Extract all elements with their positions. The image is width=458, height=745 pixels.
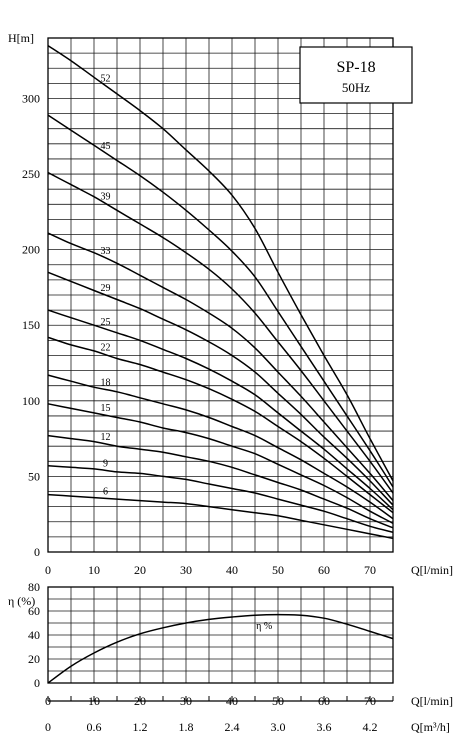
efficiency-curve-label: η % bbox=[256, 621, 272, 632]
head-curve-stage-29 bbox=[47, 271, 394, 506]
m3h-tick-label: 0 bbox=[45, 720, 51, 734]
m3h-tick-label: 3.0 bbox=[271, 720, 286, 734]
head-x-tick-label: 50 bbox=[272, 563, 284, 577]
chart-title: SP-18 bbox=[336, 59, 375, 76]
title-box-frame bbox=[299, 46, 413, 104]
head-y-tick-label: 100 bbox=[22, 394, 40, 408]
head-curve-stage-45 bbox=[47, 114, 394, 488]
head-curve-label-25: 25 bbox=[101, 317, 111, 328]
head-y-tick-label: 0 bbox=[34, 545, 40, 559]
head-x-tick-label: 30 bbox=[180, 563, 192, 577]
head-y-tick-label: 250 bbox=[22, 167, 40, 181]
head-x-tick-label: 20 bbox=[134, 563, 146, 577]
head-curve-label-9: 9 bbox=[103, 458, 108, 469]
head-curve-label-52: 52 bbox=[101, 74, 111, 85]
head-x-tick-label: 10 bbox=[88, 563, 100, 577]
head-curve-label-15: 15 bbox=[101, 403, 111, 414]
eff-y-tick-label: 0 bbox=[34, 676, 40, 690]
head-x-tick-label: 0 bbox=[45, 563, 51, 577]
head-y-axis-label: H[m] bbox=[8, 31, 34, 45]
head-y-tick-label: 50 bbox=[28, 469, 40, 483]
head-curve-stage-39 bbox=[47, 171, 394, 494]
eff-y-tick-label: 80 bbox=[28, 580, 40, 594]
m3h-tick-label: 0.6 bbox=[87, 720, 102, 734]
flow-m3h-axis: 0 0.6 1.2 1.8 2.4 3.0 3.6 4.2 Q[m³/h] bbox=[45, 696, 450, 734]
head-curve-label-6: 6 bbox=[103, 486, 108, 497]
m3h-tick-label: 1.2 bbox=[133, 720, 148, 734]
head-curve-stage-15 bbox=[47, 403, 394, 524]
head-x-tick-label: 70 bbox=[364, 563, 376, 577]
head-y-tick-label: 200 bbox=[22, 243, 40, 257]
eff-plot-frame bbox=[47, 586, 394, 684]
eff-y-tick-label: 20 bbox=[28, 652, 40, 666]
head-curve-stage-22 bbox=[47, 336, 394, 514]
m3h-tick-label: 3.6 bbox=[317, 720, 332, 734]
head-y-tick-label: 300 bbox=[22, 91, 40, 105]
eff-x-axis-label: Q[l/min] bbox=[411, 694, 453, 708]
head-curve-stage-18 bbox=[47, 374, 394, 520]
m3h-tick-label: 4.2 bbox=[363, 720, 378, 734]
m3h-tick-label: 2.4 bbox=[225, 720, 240, 734]
head-curve-label-33: 33 bbox=[101, 246, 111, 257]
head-curve-stage-6 bbox=[47, 493, 394, 540]
eff-y-tick-label: 60 bbox=[28, 604, 40, 618]
head-curve-label-12: 12 bbox=[101, 432, 111, 443]
head-y-tick-label: 150 bbox=[22, 318, 40, 332]
head-chart-panel: 0 50 100 150 200 250 300 H[m] 0 10 20 30 40 50 60 70 Q[l… bbox=[8, 31, 453, 577]
head-curve-label-22: 22 bbox=[101, 343, 111, 354]
eff-y-axis-label: η (%) bbox=[8, 594, 35, 608]
head-curve-stage-25 bbox=[47, 309, 394, 511]
head-curve-stage-52 bbox=[47, 44, 394, 482]
m3h-tick-label: 1.8 bbox=[179, 720, 194, 734]
head-x-axis-label: Q[l/min] bbox=[411, 563, 453, 577]
m3h-axis-label: Q[m³/h] bbox=[411, 720, 450, 734]
title-box: SP-18 50Hz bbox=[299, 46, 413, 104]
eff-y-tick-label: 40 bbox=[28, 628, 40, 642]
head-curve-stage-33 bbox=[47, 232, 394, 502]
chart-subtitle: 50Hz bbox=[342, 80, 370, 95]
head-plot-frame bbox=[47, 37, 394, 553]
head-x-tick-label: 40 bbox=[226, 563, 238, 577]
head-curve-label-45: 45 bbox=[101, 141, 111, 152]
efficiency-curve bbox=[47, 613, 394, 684]
head-curve-stage-9 bbox=[47, 465, 394, 534]
head-curve-label-39: 39 bbox=[101, 192, 111, 203]
head-curve-label-29: 29 bbox=[101, 283, 111, 294]
head-x-tick-label: 60 bbox=[318, 563, 330, 577]
head-curve-label-18: 18 bbox=[101, 377, 111, 388]
head-curve-stage-12 bbox=[47, 434, 394, 529]
